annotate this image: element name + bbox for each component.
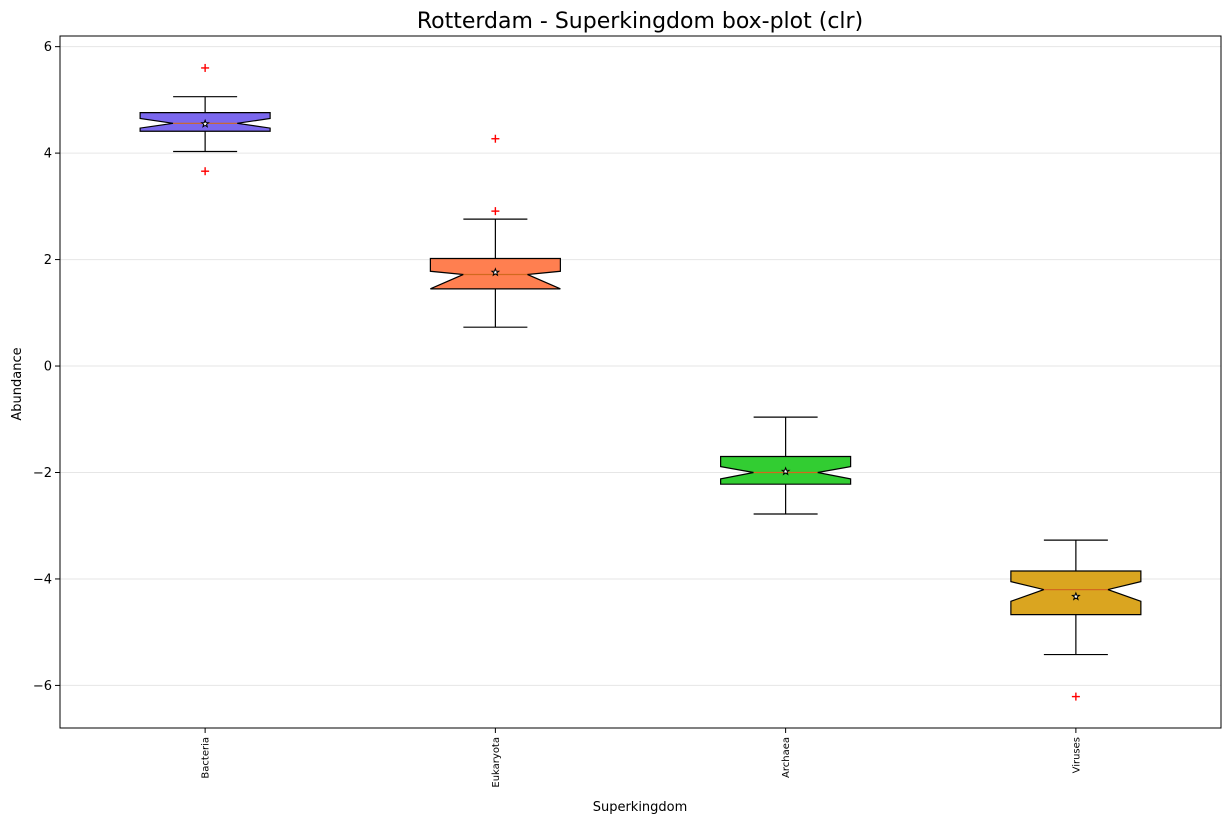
chart-title: Rotterdam - Superkingdom box-plot (clr) xyxy=(417,9,863,34)
plot-area-frame xyxy=(59,35,1222,729)
box-viruses xyxy=(1010,539,1142,701)
x-tick-label: Archaea xyxy=(781,737,792,778)
x-axis-label: Superkingdom xyxy=(593,800,688,815)
y-tick-label: 2 xyxy=(44,253,52,268)
y-tick-label: 6 xyxy=(44,40,52,55)
mean-marker xyxy=(780,466,791,476)
axes: 6 4 2 0 −2 −4 −6 Bacteria Eukaryota Archaea Viruse… xyxy=(33,40,1083,787)
gridlines xyxy=(60,46,1221,686)
y-tick-label: −4 xyxy=(33,572,52,587)
x-tick-label: Bacteria xyxy=(201,737,212,779)
box-eukaryota xyxy=(429,134,561,328)
x-tick-label: Viruses xyxy=(1071,737,1082,773)
box-bacteria xyxy=(139,63,271,176)
y-tick-label: 4 xyxy=(44,147,52,162)
boxes xyxy=(139,63,1142,701)
mean-marker xyxy=(1071,591,1081,601)
box-archaea xyxy=(720,416,852,515)
mean-marker xyxy=(490,267,501,277)
x-tick-label: Eukaryota xyxy=(491,737,502,788)
y-tick-label: −2 xyxy=(33,466,52,481)
y-tick-label: −6 xyxy=(33,679,52,694)
y-tick-label: 0 xyxy=(44,360,52,375)
mean-marker xyxy=(200,118,210,128)
y-axis-label: Abundance xyxy=(10,347,25,420)
